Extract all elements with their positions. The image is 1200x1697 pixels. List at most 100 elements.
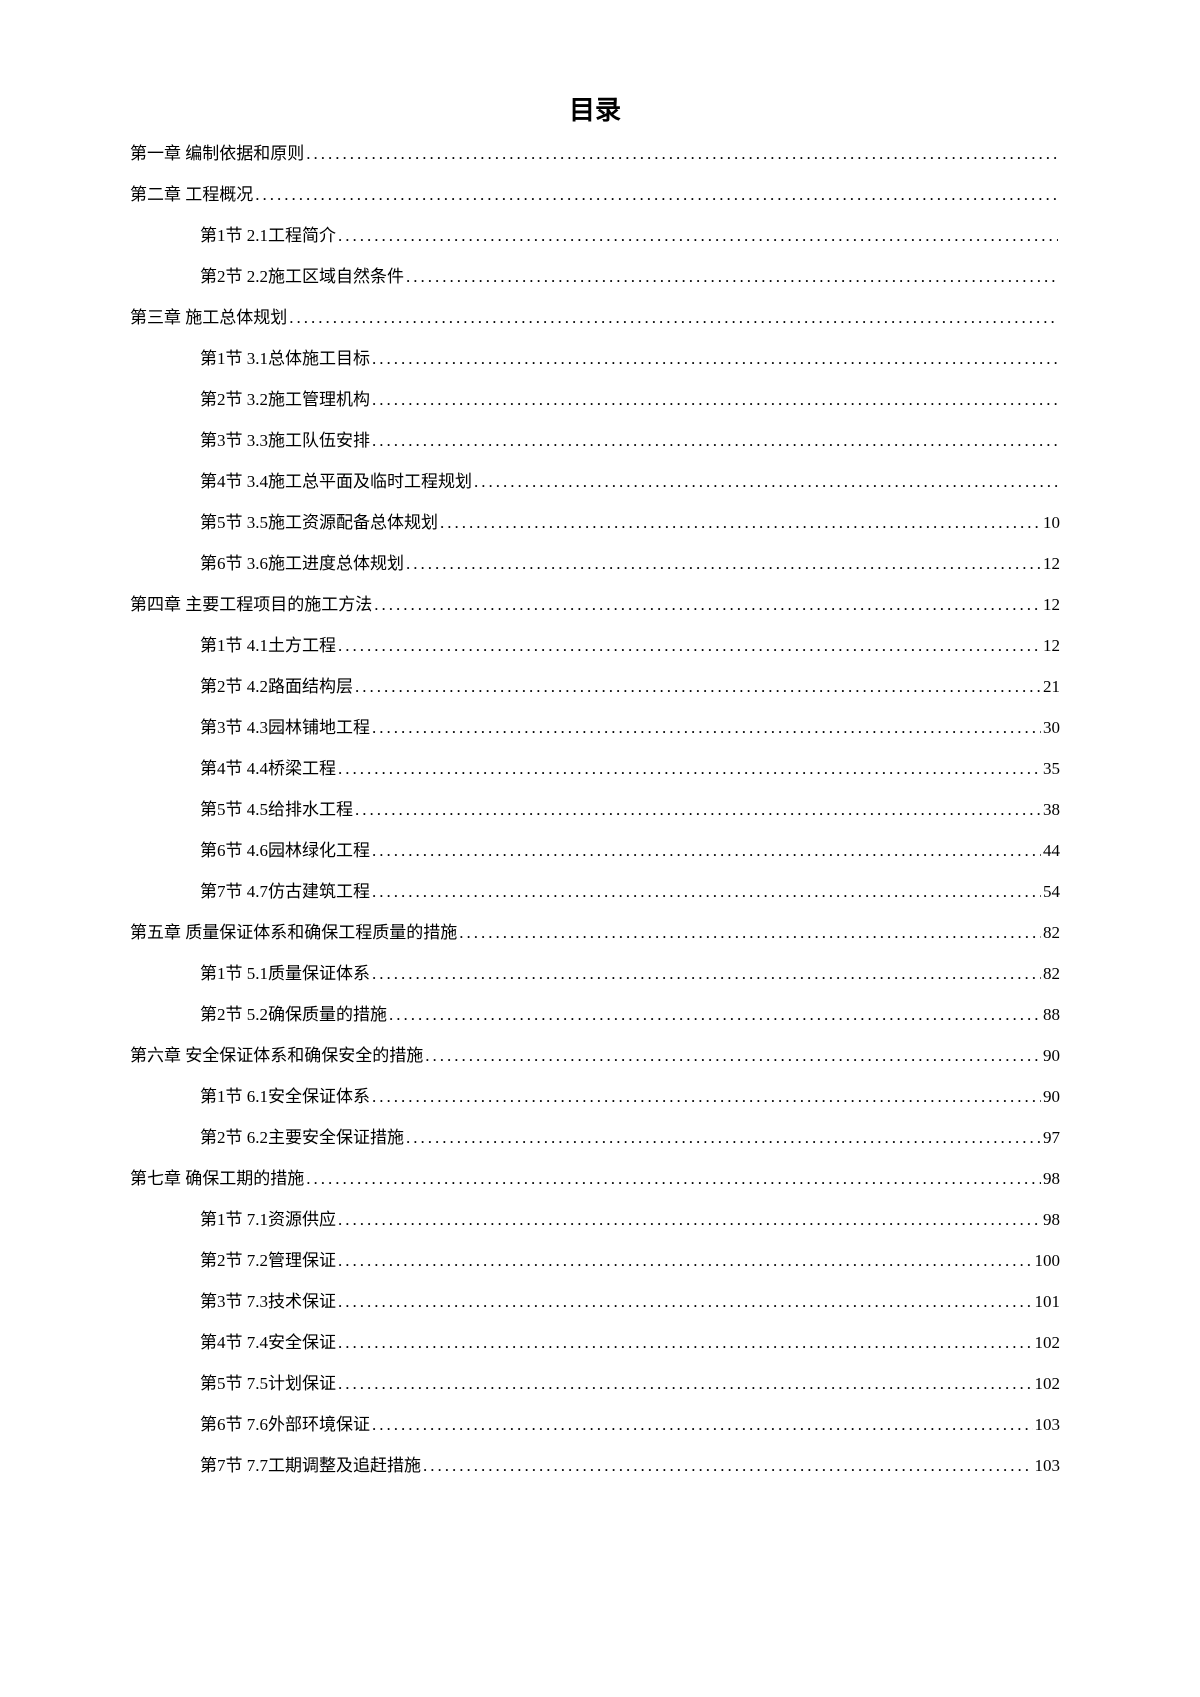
- toc-entry-page: 102: [1035, 1375, 1061, 1392]
- toc-entry: 第2节 4.2路面结构层 21: [130, 678, 1060, 695]
- toc-entry-label: 第6节 4.6园林绿化工程: [200, 842, 370, 859]
- toc-entry-page: 82: [1043, 965, 1060, 982]
- toc-entry-label: 第三章 施工总体规划: [130, 309, 287, 326]
- toc-leader-dots: [372, 432, 1058, 449]
- toc-entry: 第2节 7.2管理保证 100: [130, 1252, 1060, 1269]
- toc-entry-label: 第2节 6.2主要安全保证措施: [200, 1129, 404, 1146]
- toc-entry-label: 第2节 7.2管理保证: [200, 1252, 336, 1269]
- toc-entry: 第1节 5.1质量保证体系 82: [130, 965, 1060, 982]
- toc-entry: 第1节 4.1土方工程 12: [130, 637, 1060, 654]
- toc-entry: 第4节 3.4施工总平面及临时工程规划: [130, 473, 1060, 490]
- toc-leader-dots: [306, 1170, 1041, 1187]
- toc-entry: 第5节 4.5给排水工程38: [130, 801, 1060, 818]
- toc-entry-page: 103: [1035, 1416, 1061, 1433]
- toc-leader-dots: [406, 1129, 1041, 1146]
- toc-entry-label: 第5节 4.5给排水工程: [200, 801, 353, 818]
- toc-entry-page: 100: [1035, 1252, 1061, 1269]
- toc-entry-label: 第六章 安全保证体系和确保安全的措施: [130, 1047, 423, 1064]
- toc-entry: 第5节 3.5施工资源配备总体规划10: [130, 514, 1060, 531]
- toc-leader-dots: [406, 268, 1058, 285]
- toc-entry: 第3节 3.3施工队伍安排: [130, 432, 1060, 449]
- toc-leader-dots: [355, 678, 1041, 695]
- toc-entry-label: 第二章 工程概况: [130, 186, 253, 203]
- toc-entry-label: 第3节 3.3施工队伍安排: [200, 432, 370, 449]
- toc-entry: 第一章 编制依据和原则: [130, 145, 1060, 162]
- toc-entry: 第4节 4.4桥梁工程 35: [130, 760, 1060, 777]
- toc-entry-label: 第1节 2.1工程简介: [200, 227, 336, 244]
- toc-entry-page: 30: [1043, 719, 1060, 736]
- toc-entry-label: 第一章 编制依据和原则: [130, 145, 304, 162]
- toc-entry-page: 97: [1043, 1129, 1060, 1146]
- toc-entry: 第5节 7.5计划保证 102: [130, 1375, 1060, 1392]
- toc-leader-dots: [389, 1006, 1041, 1023]
- toc-entry-page: 54: [1043, 883, 1060, 900]
- toc-entry-page: 103: [1035, 1457, 1061, 1474]
- toc-entry: 第2节 2.2施工区域自然条件: [130, 268, 1060, 285]
- toc-entry-page: 12: [1043, 596, 1060, 613]
- toc-entry-label: 第7节 7.7工期调整及追赶措施: [200, 1457, 421, 1474]
- toc-entry-label: 第3节 4.3园林铺地工程: [200, 719, 370, 736]
- toc-entry-page: 35: [1043, 760, 1060, 777]
- toc-entry: 第1节 3.1总体施工目标: [130, 350, 1060, 367]
- toc-entry-page: 102: [1035, 1334, 1061, 1351]
- toc-leader-dots: [406, 555, 1041, 572]
- toc-entry-label: 第7节 4.7仿古建筑工程: [200, 883, 370, 900]
- toc-leader-dots: [372, 1088, 1041, 1105]
- toc-entry-label: 第2节 3.2施工管理机构: [200, 391, 370, 408]
- toc-leader-dots: [289, 309, 1058, 326]
- toc-leader-dots: [372, 965, 1041, 982]
- toc-leader-dots: [338, 637, 1041, 654]
- toc-leader-dots: [440, 514, 1041, 531]
- toc-leader-dots: [459, 924, 1041, 941]
- toc-entry-page: 44: [1043, 842, 1060, 859]
- toc-entry-label: 第1节 4.1土方工程: [200, 637, 336, 654]
- toc-entry: 第三章 施工总体规划: [130, 309, 1060, 326]
- toc-entry-page: 90: [1043, 1047, 1060, 1064]
- toc-leader-dots: [355, 801, 1041, 818]
- toc-entry-page: 82: [1043, 924, 1060, 941]
- toc-entry-label: 第2节 4.2路面结构层: [200, 678, 353, 695]
- toc-entry-page: 98: [1043, 1170, 1060, 1187]
- toc-entry-label: 第6节 7.6外部环境保证: [200, 1416, 370, 1433]
- page-title: 目录: [130, 90, 1060, 127]
- toc-entry-label: 第1节 7.1资源供应: [200, 1211, 336, 1228]
- toc-entry-label: 第4节 4.4桥梁工程: [200, 760, 336, 777]
- toc-entry: 第3节 4.3园林铺地工程 30: [130, 719, 1060, 736]
- toc-entry-page: 90: [1043, 1088, 1060, 1105]
- toc-entry: 第2节 6.2主要安全保证措施 97: [130, 1129, 1060, 1146]
- toc-entry: 第6节 7.6外部环境保证 103: [130, 1416, 1060, 1433]
- toc-leader-dots: [338, 1252, 1033, 1269]
- toc-entry-label: 第4节 7.4安全保证: [200, 1334, 336, 1351]
- toc-entry-label: 第1节 3.1总体施工目标: [200, 350, 370, 367]
- toc-entry-label: 第五章 质量保证体系和确保工程质量的措施: [130, 924, 457, 941]
- toc-entry-page: 12: [1043, 637, 1060, 654]
- toc-leader-dots: [338, 1293, 1033, 1310]
- toc-leader-dots: [255, 186, 1058, 203]
- toc-leader-dots: [338, 227, 1058, 244]
- toc-entry-label: 第1节 5.1质量保证体系: [200, 965, 370, 982]
- toc-leader-dots: [372, 883, 1041, 900]
- toc-entry: 第2节 5.2确保质量的措施 88: [130, 1006, 1060, 1023]
- toc-entry-label: 第2节 5.2确保质量的措施: [200, 1006, 387, 1023]
- toc-entry-label: 第5节 3.5施工资源配备总体规划: [200, 514, 438, 531]
- toc-entry: 第1节 7.1资源供应 98: [130, 1211, 1060, 1228]
- toc-leader-dots: [306, 145, 1058, 162]
- toc-leader-dots: [372, 842, 1041, 859]
- toc-entry: 第1节 6.1安全保证体系90: [130, 1088, 1060, 1105]
- toc-entry-page: 21: [1043, 678, 1060, 695]
- toc-leader-dots: [474, 473, 1058, 490]
- toc-entry-page: 98: [1043, 1211, 1060, 1228]
- toc-entry-label: 第3节 7.3技术保证: [200, 1293, 336, 1310]
- toc-entry: 第七章 确保工期的措施98: [130, 1170, 1060, 1187]
- table-of-contents: 第一章 编制依据和原则第二章 工程概况第1节 2.1工程简介第2节 2.2施工区…: [130, 145, 1060, 1474]
- toc-entry-page: 88: [1043, 1006, 1060, 1023]
- toc-leader-dots: [338, 1334, 1033, 1351]
- toc-entry: 第6节 3.6施工进度总体规划12: [130, 555, 1060, 572]
- toc-leader-dots: [338, 1375, 1033, 1392]
- toc-entry: 第二章 工程概况: [130, 186, 1060, 203]
- toc-leader-dots: [338, 1211, 1041, 1228]
- toc-leader-dots: [423, 1457, 1033, 1474]
- toc-entry-label: 第5节 7.5计划保证: [200, 1375, 336, 1392]
- toc-entry: 第六章 安全保证体系和确保安全的措施 90: [130, 1047, 1060, 1064]
- toc-leader-dots: [374, 596, 1041, 613]
